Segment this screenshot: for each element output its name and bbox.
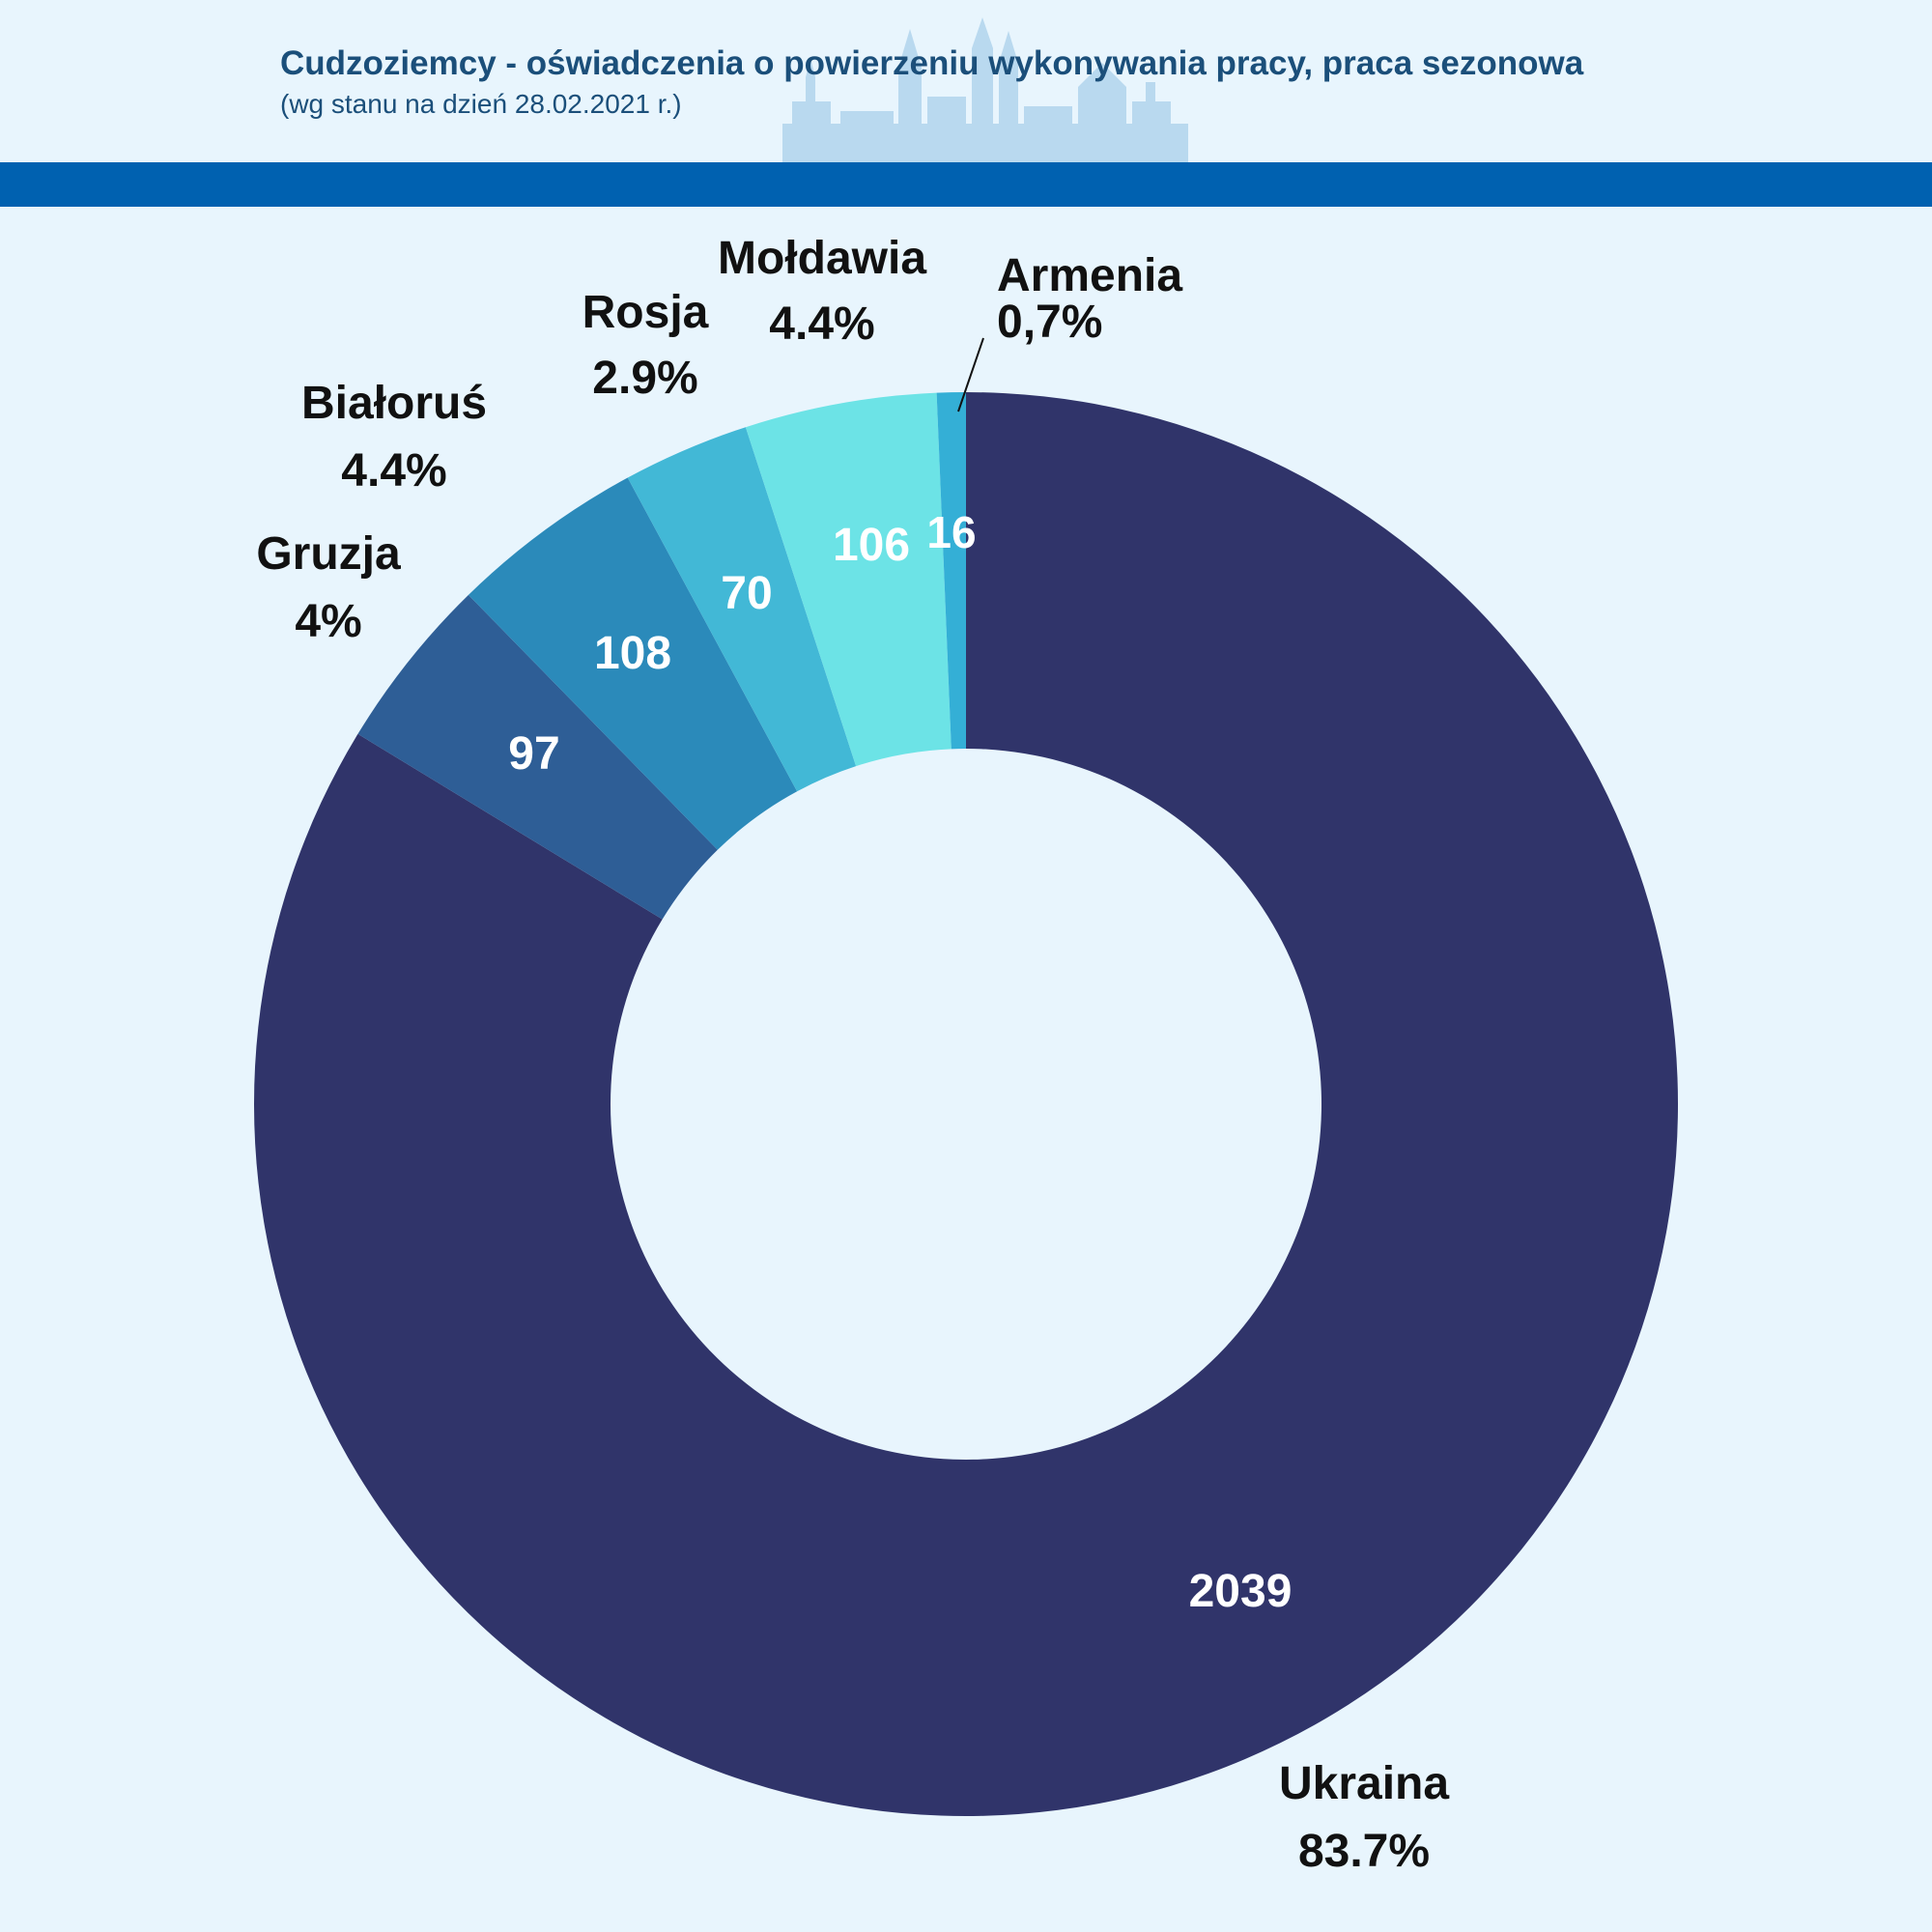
slice-mołdawia — [745, 392, 952, 767]
page-title: Cudzoziemcy - oświadczenia o powierzeniu… — [280, 44, 1584, 82]
header: Cudzoziemcy - oświadczenia o powierzeniu… — [0, 0, 1932, 164]
value-label: 2039 — [1189, 1566, 1293, 1617]
slice-gruzja — [357, 594, 718, 920]
percent-label: 2.9% — [592, 353, 697, 404]
category-label: Rosja — [582, 287, 709, 338]
value-label: 106 — [833, 520, 910, 571]
category-label: Armenia — [997, 250, 1182, 301]
value-label: 70 — [721, 568, 772, 619]
percent-label: 4.4% — [341, 445, 446, 497]
slice-rosja — [627, 427, 857, 792]
category-label: Mołdawia — [718, 233, 926, 284]
percent-label: 83.7% — [1298, 1826, 1430, 1877]
slice-armenia — [936, 392, 966, 750]
category-label: Ukraina — [1279, 1758, 1449, 1809]
value-label: 97 — [508, 728, 559, 780]
value-label: 16 — [926, 507, 976, 557]
header-band — [0, 162, 1932, 207]
value-label: 108 — [594, 628, 671, 679]
page-subtitle: (wg stanu na dzień 28.02.2021 r.) — [280, 89, 682, 119]
percent-label: 0,7% — [997, 297, 1102, 348]
armenia-leader-line — [957, 337, 984, 412]
city-skyline-icon — [782, 17, 1188, 164]
category-label: Gruzja — [256, 528, 401, 580]
slice-ukraina — [253, 392, 1678, 1816]
percent-label: 4.4% — [769, 298, 874, 350]
category-label: Białoruś — [301, 378, 487, 429]
slice-białoruś — [468, 477, 798, 850]
percent-label: 4% — [295, 596, 361, 647]
